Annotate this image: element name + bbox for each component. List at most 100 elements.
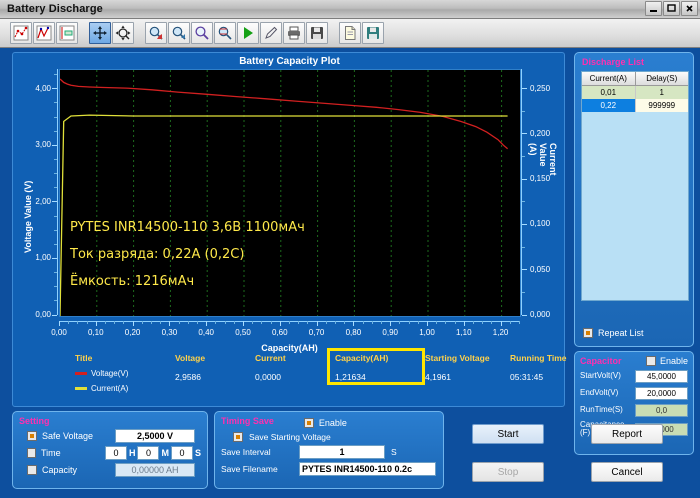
title-bar: Battery Discharge [0,0,700,19]
capacitor-startvolt-label: StartVolt(V) [580,371,621,381]
readout-title-col: Title Voltage(V) Current(A) [75,353,128,393]
checkbox-icon[interactable] [583,328,593,338]
safe-voltage-label: Safe Voltage [42,431,94,441]
readout-header-voltage: Voltage [175,353,206,363]
time-fields: 0 H 0 M 0 S [104,446,201,460]
chart-annotation-3: Ёмкость: 1216мАч [70,274,195,289]
print-icon[interactable] [283,22,305,44]
column-header-current: Current(A) [582,72,636,86]
stop-button[interactable]: Stop [472,462,544,482]
readout-running-time-col: Running Time 05:31:45 [510,353,567,382]
time-seconds-field[interactable]: 0 [170,446,193,460]
zoom-out-icon[interactable] [168,22,190,44]
cell-current: 0,22 [582,99,636,112]
x-axis-title: Capacity(AH) [261,343,318,353]
legend-label-voltage: Voltage(V) [91,369,129,378]
plot-points-icon[interactable] [10,22,32,44]
time-minutes-field[interactable]: 0 [137,446,160,460]
table-row[interactable]: 0,01 1 [582,86,688,99]
timing-save-enable-checkbox[interactable]: Enable [303,417,347,428]
chart-plot-area[interactable]: PYTES INR14500-110 3,6В 1100мАч Ток разр… [59,69,521,317]
readout-header-starting-voltage: Starting Voltage [425,353,490,363]
timing-save-panel: Timing Save Enable Save Starting Voltage… [214,411,444,489]
maximize-icon[interactable] [663,1,680,16]
legend-swatch-current [75,387,87,390]
play-icon[interactable] [237,22,259,44]
capacity-field[interactable]: 0,00000 AH [115,463,195,477]
discharge-list-panel: Discharge List Current(A) Delay(S) 0,01 … [574,52,694,347]
capacitor-endvolt-field[interactable]: 20,0000 [635,387,688,400]
magnifier-icon[interactable] [191,22,213,44]
checkbox-icon[interactable] [27,448,36,458]
readout-voltage-col: Voltage 2,9586 [175,353,205,382]
y-axis-right-title: Current Value (A) [528,143,558,176]
checkbox-icon[interactable] [27,465,37,475]
pan-icon[interactable] [89,22,111,44]
capacitor-enable-label: Enable [659,356,688,366]
plot-legend-icon[interactable] [56,22,78,44]
readout-header-current: Current [255,353,286,363]
capacitor-title: Capacitor [580,356,622,366]
time-seconds-unit: S [194,448,201,458]
readout-current-col: Current 0,0000 [255,353,286,382]
capacitor-endvolt-row: EndVolt(V) 20,0000 [580,387,688,400]
readout-value-voltage: 2,9586 [175,372,201,382]
new-document-icon[interactable] [339,22,361,44]
capacitor-enable-checkbox[interactable]: Enable [645,356,688,366]
save-filename-row: Save Filename PYTES INR14500-110 0.2c [221,462,437,476]
capacitor-runtime-row: RunTime(S) 0,0 [580,404,688,417]
edit-pencil-icon[interactable] [260,22,282,44]
chart-curves [60,70,509,316]
y-axis-left-title: Voltage Value (V) [23,180,33,253]
checkbox-icon[interactable] [303,417,314,428]
chart-title: Battery Capacity Plot [239,56,340,67]
time-hours-field[interactable]: 0 [104,446,127,460]
time-hours-unit: H [128,448,136,458]
save-as-icon[interactable] [362,22,384,44]
save-starting-voltage-row[interactable]: Save Starting Voltage [221,432,437,442]
capacitor-endvolt-label: EndVolt(V) [580,388,619,398]
checkbox-icon[interactable] [27,431,37,441]
capacity-row: Capacity 0,00000 AH [19,463,201,477]
time-label: Time [40,448,61,458]
zoom-in-icon[interactable] [145,22,167,44]
save-interval-unit: S [391,447,397,457]
legend-swatch-voltage [75,372,87,375]
timing-save-title: Timing Save [221,416,274,426]
close-icon[interactable] [681,1,698,16]
chart-annotation-2: Ток разряда: 0,22A (0,2C) [70,247,245,262]
checkbox-icon[interactable] [645,356,656,366]
table-row[interactable]: 0,22 999999 [582,99,688,112]
toolbar [0,19,700,48]
save-starting-voltage-label: Save Starting Voltage [249,432,331,442]
repeat-list-checkbox[interactable]: Repeat List [583,328,644,338]
cell-delay: 1 [635,86,688,99]
zoom-reset-icon[interactable] [214,22,236,44]
legend-item-voltage: Voltage(V) [75,369,128,378]
setting-title: Setting [19,416,50,426]
capacitor-startvolt-field[interactable]: 45,0000 [635,370,688,383]
plot-lines-icon[interactable] [33,22,55,44]
save-filename-field[interactable]: PYTES INR14500-110 0.2c [299,462,436,476]
window-title: Battery Discharge [7,3,103,15]
report-button[interactable]: Report [591,424,663,444]
discharge-list-table[interactable]: Current(A) Delay(S) 0,01 1 0,22 999999 [581,71,689,301]
readout-capacity-col: Capacity(AH) 1,21634 [327,348,425,385]
save-filename-label: Save Filename [221,464,278,474]
window-controls [645,1,698,16]
save-interval-row: Save Interval 1 S [221,445,437,459]
readout-row: Title Voltage(V) Current(A) Voltage 2,95… [25,348,567,401]
column-header-delay: Delay(S) [635,72,688,86]
save-interval-field[interactable]: 1 [299,445,385,459]
minimize-icon[interactable] [645,1,662,16]
readout-header-title: Title [75,353,93,363]
cancel-button[interactable]: Cancel [591,462,663,482]
capacitor-runtime-label: RunTime(S) [580,405,623,415]
checkbox-icon[interactable] [233,432,243,442]
legend-label-current: Current(A) [91,384,129,393]
save-disk-icon[interactable] [306,22,328,44]
capacity-label: Capacity [42,465,78,475]
safe-voltage-field[interactable]: 2,5000 V [115,429,195,443]
start-button[interactable]: Start [472,424,544,444]
zoom-box-icon[interactable] [112,22,134,44]
